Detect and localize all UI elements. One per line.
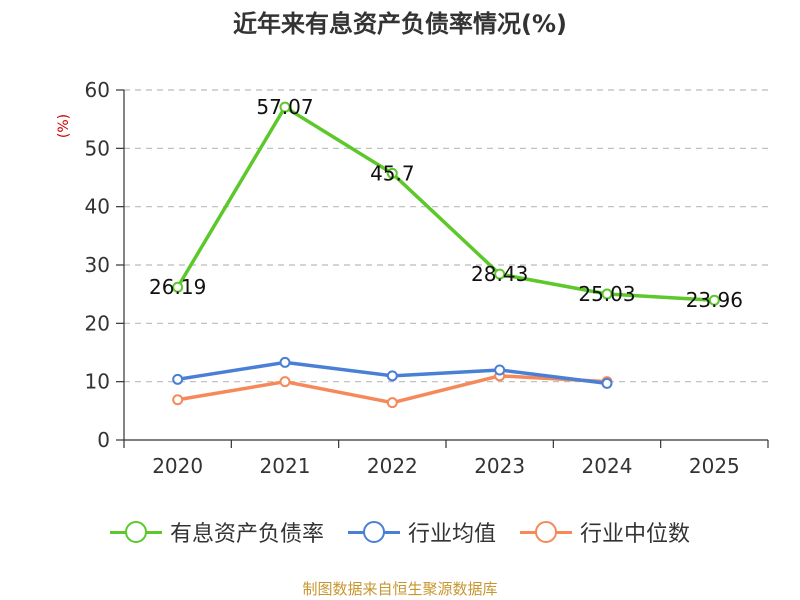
data-label: 25.03 (578, 282, 635, 306)
legend-swatch-marker (535, 521, 557, 543)
data-point (601, 288, 613, 300)
data-point (494, 364, 506, 376)
x-tick-label: 2021 (260, 454, 311, 478)
data-point (172, 373, 184, 385)
y-tick-label: 40 (85, 195, 110, 219)
y-tick-label: 20 (85, 311, 110, 335)
y-tick-label: 30 (85, 253, 110, 277)
data-point (386, 167, 398, 179)
y-tick-label: 50 (85, 136, 110, 160)
x-tick-label: 2020 (152, 454, 203, 478)
series-line (176, 105, 715, 302)
source-note: 制图数据来自恒生聚源数据库 (302, 580, 498, 598)
y-tick-label: 0 (97, 428, 110, 452)
data-label: 26.19 (149, 275, 206, 299)
data-label: 23.96 (686, 288, 743, 312)
x-tick-label: 2022 (367, 454, 418, 478)
legend: 有息资产负债率 行业均值 行业中位数 (0, 516, 800, 548)
data-label: 45.7 (370, 161, 415, 185)
legend-swatch (347, 520, 400, 544)
x-tick-label: 2023 (474, 454, 525, 478)
data-labels: 26.19 57.07 45.7 28.43 25.03 23.96 (149, 95, 743, 312)
legend-swatch-marker (362, 521, 385, 543)
series-lines (172, 101, 720, 409)
legend-label: 行业均值 (407, 522, 496, 547)
x-tick-label: 2024 (582, 454, 633, 478)
grid-lines (124, 89, 768, 383)
data-point (172, 281, 184, 293)
axes: 0 10 20 30 40 50 60 2020 2021 2022 2023 2024 2025 (%) (56, 78, 769, 478)
legend-swatch (109, 520, 162, 544)
data-label: 57.07 (256, 95, 313, 119)
data-point (279, 376, 291, 388)
data-label: 28.43 (471, 262, 528, 286)
chart-title: 近年来有息资产负债率情况(%) (233, 10, 567, 38)
data-point (386, 397, 398, 409)
legend-item: 行业均值 (347, 516, 496, 548)
data-point (601, 377, 613, 389)
y-tick-label: 60 (85, 78, 110, 102)
legend-label: 行业中位数 (580, 522, 691, 547)
legend-item: 行业中位数 (520, 516, 690, 548)
legend-swatch-marker (124, 521, 147, 543)
data-point (494, 268, 506, 280)
y-tick-label: 10 (85, 370, 110, 394)
data-point (172, 394, 184, 406)
data-point (279, 101, 291, 113)
data-point (386, 370, 398, 382)
data-point (708, 294, 720, 306)
legend-label: 有息资产负债率 (169, 522, 324, 547)
data-point (279, 356, 291, 368)
legend-item: 有息资产负债率 (109, 516, 324, 548)
x-tick-label: 2025 (689, 454, 740, 478)
legend-swatch (520, 520, 572, 544)
y-axis-label: (%) (56, 114, 72, 138)
